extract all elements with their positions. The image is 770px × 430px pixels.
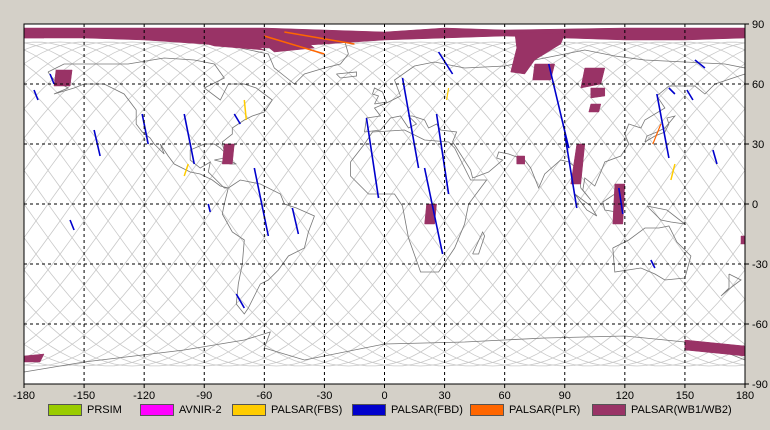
fbd-swath (650, 259, 656, 269)
coastline (371, 87, 388, 105)
coastline (646, 205, 687, 225)
fbd-swath (365, 117, 380, 199)
x-tick-label: -30 (316, 390, 332, 402)
fbd-swath (93, 129, 101, 157)
fbd-swath (656, 93, 670, 159)
fbs-swath (670, 163, 676, 181)
longitude-axis: -180 -150 -120 -90 -60 -30 0 30 60 90 120 150 180 (13, 384, 754, 402)
x-tick-label: 0 (381, 390, 387, 402)
coastline (574, 193, 598, 217)
legend-swatch (140, 404, 174, 416)
x-tick-label: 150 (676, 390, 694, 402)
legend-item: PALSAR(PLR) (470, 402, 580, 418)
x-tick-label: 90 (559, 390, 571, 402)
latitude-axis: 90 60 30 0 -30 -60 -90 (745, 19, 768, 391)
graticule (24, 24, 745, 384)
legend-label: AVNIR-2 (179, 404, 222, 416)
wb-swath (590, 87, 606, 99)
fbd-swath (33, 89, 39, 101)
legend-swatch (470, 404, 504, 416)
legend-item: PALSAR(WB1/WB2) (592, 402, 732, 418)
fbs-swath (183, 163, 189, 177)
fbd-swath (183, 113, 196, 165)
fbd-swath (207, 203, 212, 213)
fbd-swath (618, 187, 624, 215)
wb-swath (588, 103, 602, 113)
legend-label: PALSAR(WB1/WB2) (631, 404, 732, 416)
fbd-swath (668, 87, 676, 95)
y-tick-label: 0 (752, 199, 758, 211)
wb-swath (53, 69, 73, 87)
fbd-swath (233, 113, 241, 125)
x-tick-label: 180 (736, 390, 754, 402)
wb-swath (263, 39, 316, 53)
coastlines (23, 37, 746, 373)
x-tick-label: -150 (73, 390, 95, 402)
fbd-swath (686, 89, 694, 101)
coastline (644, 115, 676, 143)
y-tick-label: 90 (752, 19, 764, 31)
coastline (720, 273, 742, 297)
coastline (472, 231, 486, 255)
wb-swath (516, 155, 525, 165)
fbd-swath (694, 59, 706, 69)
fbd-swath (423, 167, 444, 255)
x-tick-label: 120 (616, 390, 634, 402)
coastline (350, 129, 488, 273)
legend-label: PALSAR(FBS) (271, 404, 343, 416)
legend: PRSIM AVNIR-2 PALSAR(FBS) PALSAR(FBD) PALSAR… (0, 400, 770, 422)
fbd-swath (435, 113, 450, 195)
fbd-swath (235, 293, 245, 309)
fbd-swath (69, 219, 75, 231)
coastline (364, 49, 746, 201)
fbd-swath (49, 73, 55, 85)
fbs-swath (243, 99, 248, 121)
coastline (336, 71, 357, 79)
legend-item: AVNIR-2 (140, 402, 222, 418)
coastline (612, 225, 692, 281)
coastline (47, 57, 273, 189)
plr-swath (652, 123, 662, 145)
fbd-swath (437, 51, 454, 75)
legend-swatch (592, 404, 626, 416)
fbd-swath (291, 207, 300, 235)
fbd-swath (253, 167, 270, 237)
legend-label: PRSIM (87, 404, 122, 416)
y-tick-label: 30 (752, 139, 764, 151)
y-tick-label: -30 (752, 259, 768, 271)
x-tick-label: -60 (256, 390, 272, 402)
plr-swath (264, 35, 325, 55)
wb-swath (740, 235, 746, 245)
y-tick-label: -60 (752, 319, 768, 331)
legend-swatch (232, 404, 266, 416)
legend-item: PALSAR(FBS) (232, 402, 342, 418)
x-tick-label: 30 (438, 390, 450, 402)
legend-item: PRSIM (48, 402, 122, 418)
fbd-swath (563, 133, 578, 209)
fbd-swath (401, 77, 420, 169)
x-tick-label: -90 (196, 390, 212, 402)
fbs-swath (445, 87, 450, 101)
legend-swatch (48, 404, 82, 416)
wb-swath (510, 31, 566, 75)
plr-swath (284, 31, 355, 45)
x-tick-label: -180 (13, 390, 35, 402)
legend-label: PALSAR(PLR) (509, 404, 581, 416)
y-tick-label: 60 (752, 79, 764, 91)
legend-label: PALSAR(FBD) (391, 404, 463, 416)
wb-swath (222, 143, 235, 165)
fbd-swath (712, 149, 718, 165)
legend-item: PALSAR(FBD) (352, 402, 463, 418)
fbd-swath (141, 113, 149, 145)
x-tick-label: -120 (133, 390, 155, 402)
legend-swatch (352, 404, 386, 416)
x-tick-label: 60 (499, 390, 511, 402)
y-tick-label: -90 (752, 379, 768, 391)
